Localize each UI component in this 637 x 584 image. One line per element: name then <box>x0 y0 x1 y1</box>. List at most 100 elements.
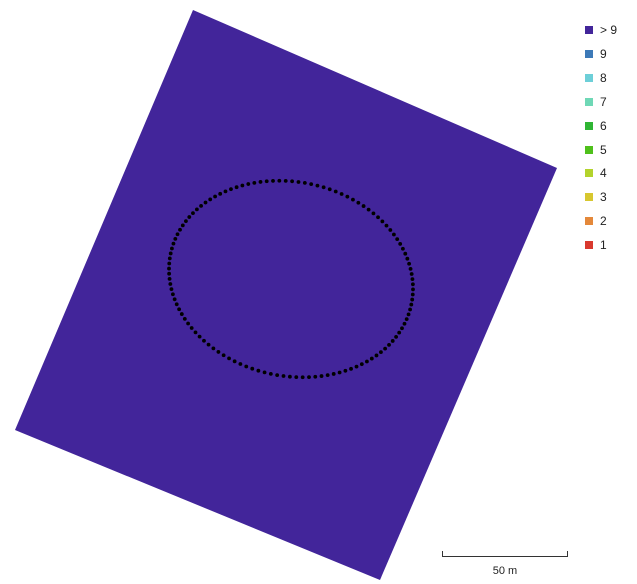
camera-position-marker <box>227 356 231 361</box>
camera-position-marker <box>177 307 182 312</box>
legend-item: 5 <box>585 142 607 158</box>
camera-position-marker <box>179 312 184 316</box>
camera-position-marker <box>290 179 294 184</box>
legend-label: 3 <box>600 190 607 205</box>
camera-position-marker <box>327 187 332 192</box>
camera-position-marker <box>268 371 273 376</box>
camera-position-marker <box>167 266 171 271</box>
camera-position-marker <box>203 200 208 205</box>
camera-position-marker <box>246 182 251 186</box>
camera-position-marker <box>365 359 369 364</box>
scale-bar-tick-left <box>442 551 443 557</box>
legend-swatch <box>585 26 593 34</box>
camera-position-marker <box>333 189 338 194</box>
camera-position-marker <box>281 374 286 378</box>
camera-position-marker <box>394 334 398 339</box>
camera-position-marker <box>384 223 389 228</box>
camera-position-marker <box>184 219 188 224</box>
camera-position-marker <box>395 237 400 242</box>
camera-position-marker <box>229 187 233 192</box>
camera-position-marker <box>319 374 324 378</box>
camera-position-marker <box>208 197 213 202</box>
camera-position-marker <box>171 241 176 246</box>
camera-position-marker <box>194 207 199 212</box>
camera-position-marker <box>374 353 379 358</box>
legend-label: 4 <box>600 166 607 181</box>
camera-position-marker <box>404 317 409 321</box>
camera-position-marker <box>169 287 174 292</box>
camera-position-marker <box>256 368 261 373</box>
camera-position-marker <box>167 261 172 266</box>
camera-position-marker <box>186 321 191 326</box>
camera-position-marker <box>307 375 311 380</box>
scale-bar-label: 50 m <box>492 565 518 577</box>
camera-position-marker <box>376 215 380 220</box>
camera-position-marker <box>345 194 350 199</box>
camera-position-marker <box>173 237 178 241</box>
camera-position-marker <box>189 326 194 330</box>
scale-bar-tick-right <box>567 551 568 557</box>
camera-position-marker <box>211 346 216 351</box>
camera-position-marker <box>400 326 404 331</box>
legend-swatch <box>585 217 593 226</box>
camera-position-marker <box>191 211 195 216</box>
camera-position-marker <box>167 276 172 281</box>
camera-position-marker <box>232 359 237 364</box>
camera-position-marker <box>174 302 179 307</box>
camera-position-marker <box>321 185 326 190</box>
legend-item: 2 <box>585 213 607 229</box>
camera-position-marker <box>371 211 376 216</box>
camera-position-marker <box>383 346 388 351</box>
camera-position-marker <box>213 194 217 199</box>
camera-position-marker <box>218 191 223 196</box>
camera-position-marker <box>349 366 353 371</box>
camera-position-marker <box>240 183 245 188</box>
legend-swatch <box>585 193 593 202</box>
camera-position-marker <box>252 180 257 185</box>
camera-position-marker <box>258 180 263 184</box>
camera-position-marker <box>337 370 342 375</box>
camera-position-marker <box>411 287 415 292</box>
legend-label: 6 <box>600 118 607 133</box>
scale-bar: 50 m <box>442 551 568 581</box>
camera-position-marker <box>361 204 366 208</box>
camera-position-marker <box>309 182 314 187</box>
camera-position-marker <box>180 223 185 228</box>
camera-position-marker <box>175 232 180 237</box>
camera-position-marker <box>250 366 255 371</box>
camera-position-marker <box>262 370 267 375</box>
camera-position-marker <box>277 178 282 183</box>
camera-position-marker <box>275 373 280 377</box>
legend-label: > 9 <box>600 23 618 37</box>
camera-position-marker <box>206 342 211 347</box>
camera-position-marker <box>296 180 301 184</box>
legend-item: 8 <box>585 70 607 86</box>
camera-position-marker <box>302 181 307 185</box>
camera-position-marker <box>387 342 391 347</box>
camera-position-marker <box>405 256 410 261</box>
camera-position-marker <box>264 179 269 184</box>
legend-swatch <box>585 145 593 154</box>
legend-label: 7 <box>600 94 607 109</box>
camera-position-marker <box>234 185 239 190</box>
camera-position-marker <box>238 362 243 366</box>
camera-position-marker <box>402 321 407 326</box>
legend-label: 9 <box>600 46 607 61</box>
camera-position-marker <box>331 372 336 376</box>
camera-position-marker <box>409 272 414 276</box>
legend-item: 3 <box>585 189 607 205</box>
camera-position-marker <box>392 232 396 237</box>
camera-position-marker <box>193 330 198 335</box>
camera-position-marker <box>202 338 206 343</box>
camera-position-marker <box>170 292 175 297</box>
camera-position-marker <box>300 375 305 380</box>
camera-position-marker <box>388 228 393 232</box>
camera-position-marker <box>325 373 330 378</box>
camera-position-marker <box>294 375 299 380</box>
camera-position-marker <box>390 339 395 343</box>
camera-position-marker <box>408 307 412 312</box>
camera-position-marker <box>398 242 403 246</box>
camera-position-marker <box>379 350 383 355</box>
camera-position-marker <box>168 282 173 286</box>
